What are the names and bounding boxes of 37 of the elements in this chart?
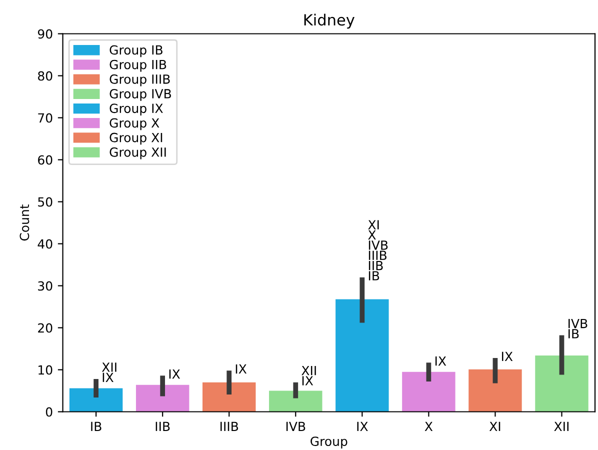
x-tick-label: IIIB bbox=[220, 422, 238, 431]
y-tick-label: 90 bbox=[38, 29, 52, 39]
x-axis-title: Group bbox=[310, 436, 348, 448]
legend-label: Group IVB bbox=[110, 89, 171, 101]
y-tick-label: 40 bbox=[38, 239, 52, 249]
y-tick-label: 70 bbox=[38, 113, 52, 123]
x-tick-label: IIB bbox=[156, 422, 170, 431]
legend-label: Group XI bbox=[110, 132, 162, 145]
legend-label: Group IIIB bbox=[110, 74, 170, 86]
x-tick-label: IX bbox=[357, 422, 368, 431]
y-tick-label: 20 bbox=[38, 323, 52, 333]
legend-label: Group IX bbox=[110, 104, 163, 116]
x-tick-label: IB bbox=[91, 422, 102, 431]
y-tick-label: 0 bbox=[46, 407, 52, 417]
annotation: IX bbox=[502, 352, 513, 361]
x-tick-label: XII bbox=[554, 422, 568, 431]
annotation: IX bbox=[169, 369, 180, 379]
legend-label: Group XII bbox=[110, 147, 166, 160]
y-tick-label: 10 bbox=[38, 365, 52, 375]
annotation: XI X IVB IIIB IIB IB bbox=[368, 220, 388, 280]
x-tick-label: XI bbox=[489, 422, 500, 431]
x-tick-label: IVB bbox=[286, 422, 306, 431]
y-tick-label: 30 bbox=[38, 281, 52, 291]
annotation: XII IX bbox=[302, 366, 316, 386]
annotation: IX bbox=[435, 356, 446, 366]
chart-title: Kidney bbox=[304, 14, 354, 29]
y-tick-label: 80 bbox=[38, 71, 52, 81]
y-axis-title: Count bbox=[20, 204, 30, 241]
y-tick-label: 60 bbox=[38, 155, 52, 165]
legend-label: Group IIB bbox=[110, 60, 166, 72]
annotation: IVB IB bbox=[568, 318, 588, 338]
x-tick-label: X bbox=[424, 422, 433, 431]
legend-label: Group IB bbox=[110, 45, 162, 58]
y-tick-label: 50 bbox=[38, 197, 52, 207]
annotation: IX bbox=[236, 364, 247, 374]
annotation: XII IX bbox=[102, 362, 116, 382]
legend-label: Group X bbox=[110, 118, 160, 130]
